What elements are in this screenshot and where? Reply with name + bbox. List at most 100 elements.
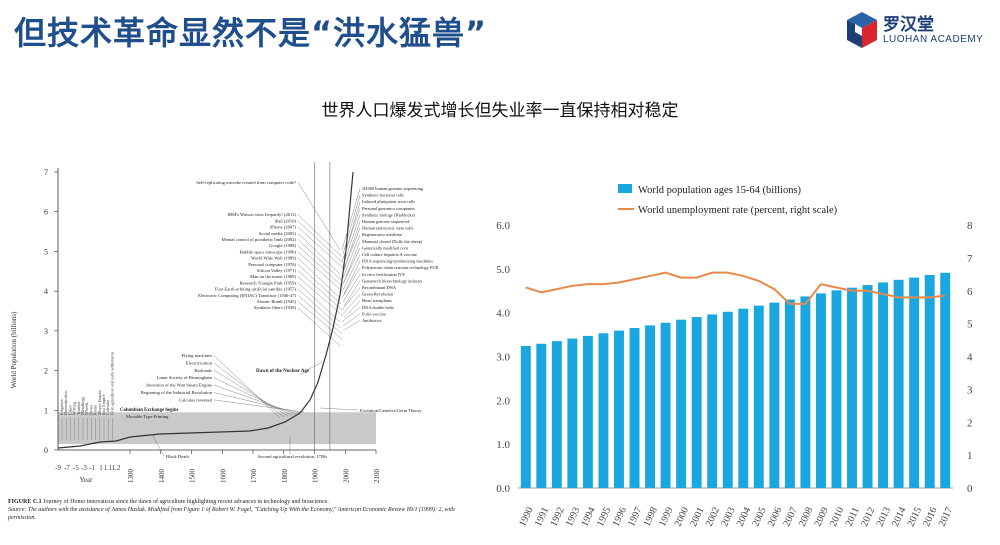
annotation-top-leader [297, 270, 343, 311]
annotation-mid-leader [213, 370, 289, 417]
annotation-right: Human embryonic stem cells [362, 226, 414, 231]
annotation-right-leader [341, 307, 361, 323]
left-x-tick-bc: -1 [89, 464, 95, 472]
annotation-dawn: Dawn of the Nuclear Age [256, 369, 310, 374]
y-left-tick-label: 6.0 [496, 220, 510, 232]
y-right-tick-label: 3 [967, 384, 973, 396]
early-era-label: Plows [88, 404, 93, 415]
annotation-second-ag: Second agricultural revolution, 1700s [258, 454, 327, 460]
early-era-label: Calendar [105, 399, 110, 415]
x-tick-label: 1991 [533, 506, 551, 529]
x-tick-label: 2015 [906, 506, 924, 529]
annotation-top-leader [297, 276, 344, 317]
annotation-top-leader [297, 233, 341, 275]
early-era-label: Rome [93, 405, 98, 415]
left-x-tick-bc: -5 [73, 464, 79, 472]
annotation-right: Antibiotics [362, 318, 382, 323]
bar-population [567, 338, 578, 488]
bar-population [909, 277, 920, 488]
annotation-columbian: Columbian Exchange begins [120, 408, 179, 413]
left-y-tick-label: 1 [44, 406, 48, 415]
annotation-top: iPad (2010) [274, 218, 296, 223]
annotation-right-leader [342, 293, 361, 315]
x-tick-label: 2017 [937, 506, 955, 529]
annotation-top: World Wide Web (1989) [251, 256, 296, 261]
annotation-right-leader [343, 280, 361, 307]
annotation-right-leader [341, 247, 361, 287]
left-x-tick-label: 1500 [189, 469, 197, 484]
annotation-top-leader [297, 220, 343, 263]
annotation-mid-leader [213, 384, 297, 415]
bar-population [878, 282, 889, 488]
bar-population [847, 287, 857, 488]
annotation-top: Google (1998) [269, 243, 296, 248]
y-left-tick-label: 4.0 [496, 308, 510, 320]
annotation-top-leader [297, 295, 343, 335]
early-era-label: Mayan Empire [97, 390, 102, 415]
annotation-evolution: Evolution/Genetics/Germ Theory [360, 408, 422, 413]
annotation-right: Polio vaccine [362, 311, 386, 316]
annotation-right-leader [341, 287, 361, 311]
bar-population [582, 335, 593, 488]
early-era-label: Inca Empire [101, 394, 106, 415]
bar-population [738, 308, 749, 488]
annotation-top-leader [297, 264, 342, 305]
x-tick-label: 1993 [564, 506, 582, 529]
left-x-tick-bc: -9 [55, 464, 61, 472]
y-right-tick-label: 0 [967, 483, 973, 495]
caption-lead: FIGURE C.1 [8, 499, 42, 505]
left-y-tick-label: 6 [44, 208, 48, 217]
left-x-tick-bc: 1.1 [104, 464, 113, 472]
early-era-label: Wheels [84, 402, 89, 415]
annotation-right: Cell culture hepatitis A vaccine [362, 252, 417, 257]
annotation-right: Synthetic biology (BioBricks) [362, 212, 415, 217]
annotation-right-leader [341, 228, 361, 275]
annotation-top: Self-replicating microbe created from co… [196, 180, 296, 185]
annotation-top: Atomic Bomb (1945) [256, 299, 296, 304]
x-tick-label: 1998 [642, 506, 660, 529]
bar-population [924, 274, 935, 488]
annotation-top-leader [297, 245, 343, 287]
annotation-right: Heart transplants [362, 298, 392, 303]
annotation-black-death-leader [151, 433, 165, 457]
left-x-tick-label: 1900 [312, 469, 320, 484]
annotation-top: Research Triangle Park (1959) [240, 280, 297, 285]
left-x-tick-bc: 1 [99, 464, 103, 472]
early-era-label: Writing [72, 401, 77, 415]
y-right-tick-label: 2 [967, 417, 973, 429]
annotation-right-leader [343, 320, 361, 331]
annotation-top: Man on the moon (1969) [250, 274, 296, 279]
annotation-top: iPhone (2007) [270, 225, 297, 230]
annotation-top-leader [297, 214, 342, 257]
logo-name-en: LUOHAN ACADEMY [883, 34, 984, 45]
annotation-mid: Railroads [194, 368, 212, 373]
annotation-right: Polymerase chain reaction technology PCR [362, 265, 438, 270]
annotation-right-leader [342, 254, 361, 291]
annotation-right-leader [343, 241, 361, 283]
annotation-top-leader [297, 288, 342, 329]
caption-source: Source: The authors with the assistance … [8, 507, 455, 521]
annotation-right: Genentech biotechnology industry [362, 278, 423, 283]
legend-label-population: World population ages 15-64 (billions) [638, 185, 802, 196]
y-left-tick-label: 2.0 [496, 395, 510, 407]
y-right-tick-label: 4 [967, 352, 973, 364]
x-tick-label: 1996 [611, 506, 629, 529]
x-tick-label: 2003 [719, 506, 737, 529]
annotation-evolution-leader [319, 407, 359, 411]
annotation-right: Regenerative medicine [362, 232, 402, 237]
left-x-tick-label: 2000 [342, 469, 350, 484]
annotation-mid-leader [213, 362, 285, 418]
annotation-right-leader [342, 214, 361, 267]
x-tick-label: 1990 [517, 506, 535, 529]
annotation-top: Silicon Valley (1971) [257, 268, 297, 273]
annotation-right-leader [342, 234, 361, 279]
annotation-black-death: Black Death [166, 454, 190, 459]
annotation-top-leader [297, 251, 344, 293]
annotation-mid: Lunar Society of Birmingham [157, 375, 213, 380]
annotation-top-leader [297, 301, 344, 341]
x-tick-label: 1994 [579, 506, 597, 529]
annotation-top: Personal computer (1976) [248, 262, 296, 267]
annotation-top: First Earth-orbiting artificial satellit… [215, 287, 297, 292]
y-right-tick-label: 5 [967, 319, 973, 331]
